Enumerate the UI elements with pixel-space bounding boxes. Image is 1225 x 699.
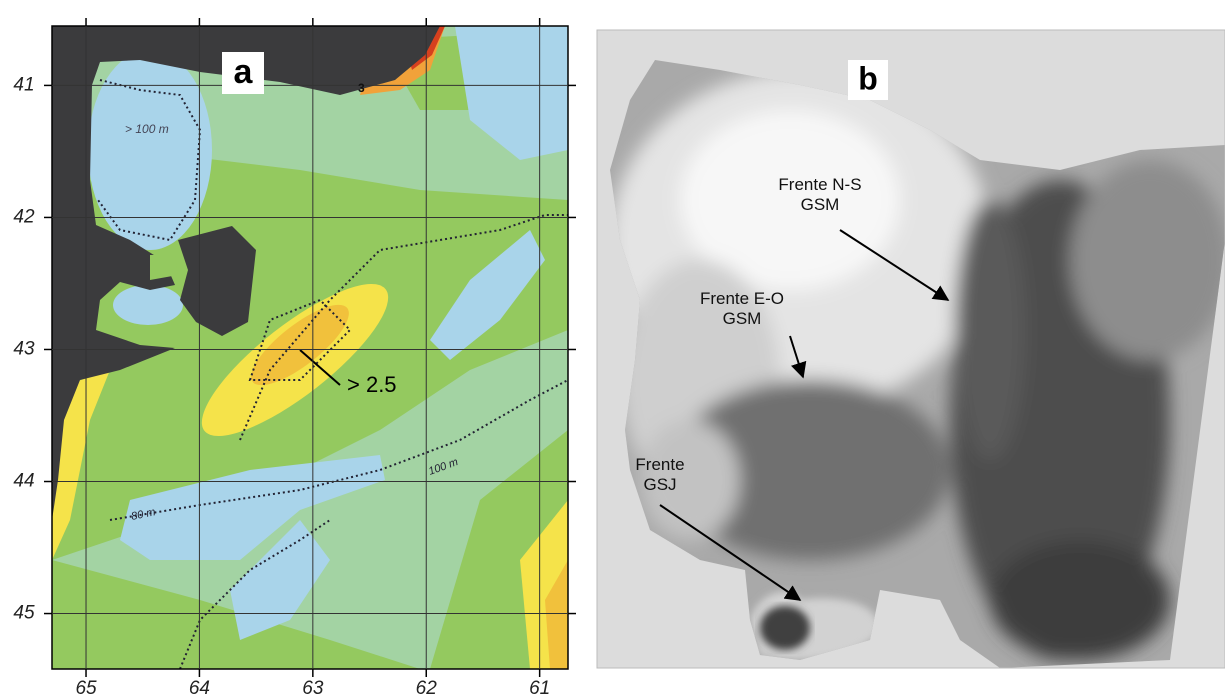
y-tick-label: 45 xyxy=(13,603,35,624)
y-tick-label: 41 xyxy=(13,74,34,95)
y-tick-label: 43 xyxy=(13,338,35,359)
y-tick-label: 42 xyxy=(13,206,35,227)
panel-label: b xyxy=(858,60,878,96)
annotation: GSM xyxy=(801,195,840,214)
x-tick-label: 62 xyxy=(416,678,438,699)
annotation: GSM xyxy=(723,309,762,328)
x-tick-label: 65 xyxy=(75,678,97,699)
annotation: Frente N-S xyxy=(778,175,861,194)
annotation: GSJ xyxy=(643,475,676,494)
x-tick-label: 64 xyxy=(189,678,210,699)
panel-label: a xyxy=(234,53,254,91)
annotation: Frente xyxy=(635,455,684,474)
annotation: > 2.5 xyxy=(347,372,397,397)
annotation: 3 xyxy=(358,81,365,95)
figure: 65646362614142434445 a > 2.5 > 100 m 100… xyxy=(0,0,1225,699)
x-tick-label: 63 xyxy=(302,678,324,699)
x-tick-label: 61 xyxy=(529,678,550,699)
annotation: > 100 m xyxy=(125,122,169,136)
annotation: Frente E-O xyxy=(700,289,784,308)
y-tick-label: 44 xyxy=(13,471,34,492)
